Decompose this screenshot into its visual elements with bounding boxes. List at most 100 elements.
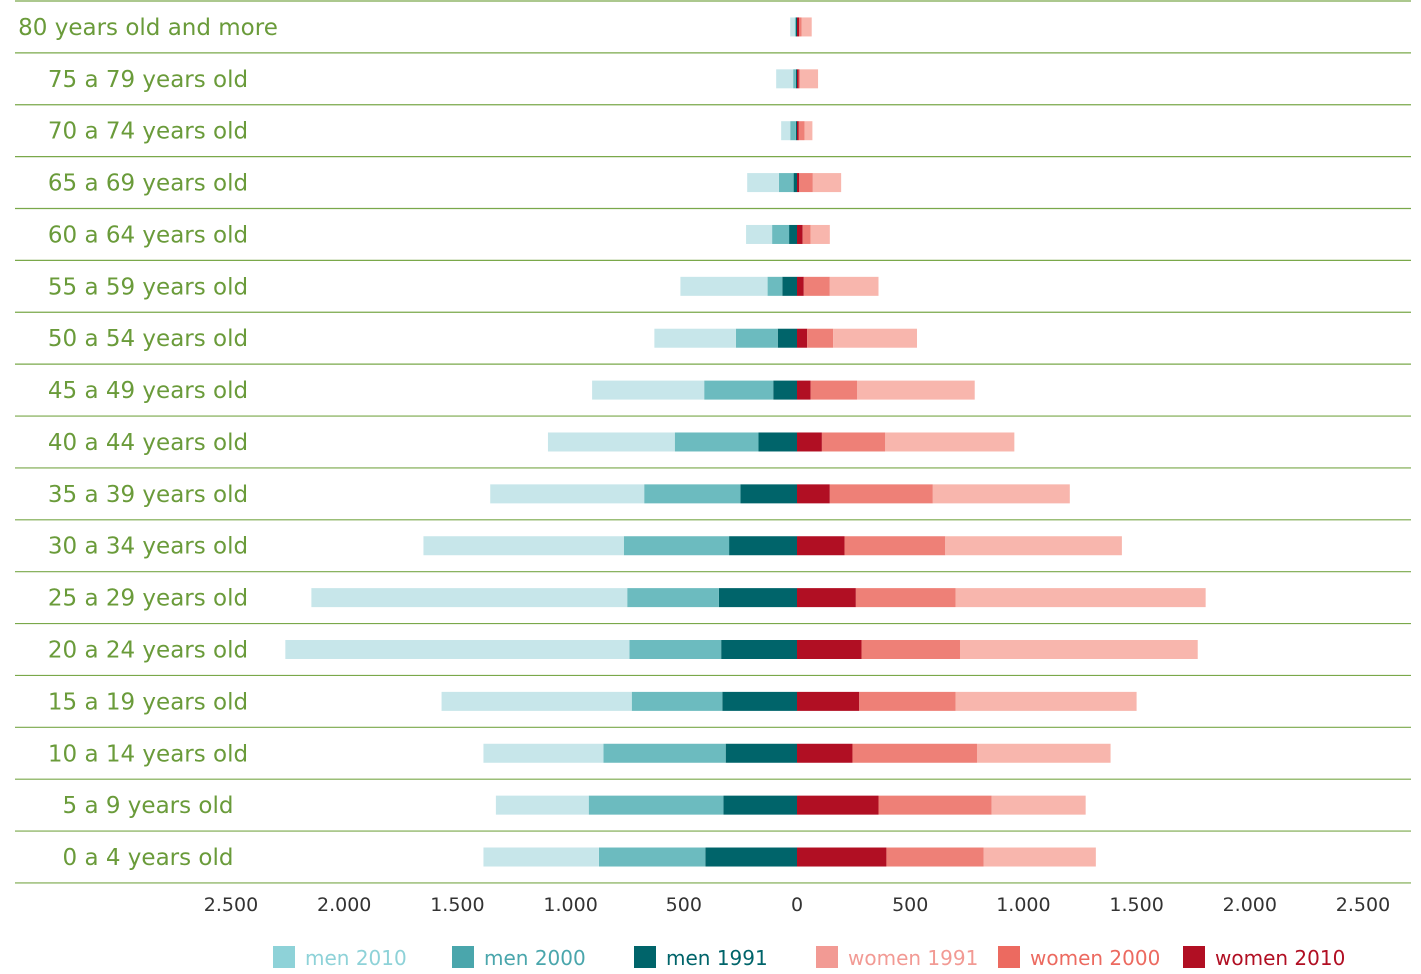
legend-label: women 1991 <box>848 946 978 970</box>
legend-swatch <box>998 946 1020 968</box>
bar-women-1991 <box>885 432 1015 452</box>
category-label: 70 a 74 years old <box>48 119 248 145</box>
legend-swatch <box>1183 946 1205 968</box>
bar-women-2000 <box>802 224 811 244</box>
bar-women-2010 <box>797 224 803 244</box>
bar-men-2000 <box>735 328 778 348</box>
legend-label: men 2000 <box>484 946 586 970</box>
bar-women-2010 <box>797 484 830 504</box>
bar-men-2000 <box>790 121 796 141</box>
x-tick-label: 2.000 <box>317 894 371 916</box>
bar-women-2000 <box>807 328 834 348</box>
bar-area <box>285 17 1206 867</box>
bar-men-1991 <box>722 691 797 711</box>
bar-women-2000 <box>861 640 961 659</box>
bar-women-2010 <box>797 432 822 452</box>
bar-men-2010 <box>776 69 794 89</box>
category-label: 25 a 29 years old <box>48 586 248 612</box>
bar-women-2000 <box>855 588 956 608</box>
bar-women-1991 <box>983 847 1096 867</box>
legend-swatch <box>816 946 838 968</box>
x-tick-label: 2.000 <box>1223 894 1277 916</box>
bar-women-2010 <box>797 276 804 296</box>
bar-men-1991 <box>718 588 797 608</box>
bar-women-1991 <box>960 640 1198 659</box>
bar-women-2000 <box>829 484 933 504</box>
bar-men-2010 <box>441 691 632 711</box>
bar-men-2000 <box>588 795 724 815</box>
bar-women-2000 <box>803 276 830 296</box>
bar-women-2000 <box>844 536 946 556</box>
bar-women-1991 <box>955 691 1137 711</box>
bar-men-1991 <box>795 69 797 89</box>
bar-men-1991 <box>789 224 797 244</box>
legend-label: men 1991 <box>666 946 768 970</box>
bar-men-2010 <box>781 121 791 141</box>
bar-men-1991 <box>773 380 797 400</box>
bar-men-2000 <box>603 743 726 763</box>
x-axis: 2.500 2.000 1.500 1.000 500 0 500 1.000 1.500 2.0… <box>204 894 1390 916</box>
bar-men-2000 <box>644 484 741 504</box>
bar-men-2010 <box>495 795 589 815</box>
bar-women-2010 <box>797 173 800 193</box>
bar-men-1991 <box>723 795 797 815</box>
category-label: 65 a 69 years old <box>48 171 248 197</box>
bar-men-2010 <box>490 484 645 504</box>
bar-women-1991 <box>945 536 1122 556</box>
category-label: 80 years old and more <box>18 15 278 41</box>
bar-women-2010 <box>797 17 800 37</box>
category-label: 55 a 59 years old <box>48 274 248 300</box>
x-tick-label: 1.500 <box>430 894 484 916</box>
bar-men-2010 <box>483 743 604 763</box>
bar-women-2000 <box>798 69 800 89</box>
bar-women-1991 <box>829 276 879 296</box>
bar-women-2010 <box>797 328 808 348</box>
category-label: 35 a 39 years old <box>48 482 248 508</box>
bar-men-2010 <box>311 588 628 608</box>
category-label: 20 a 24 years old <box>48 638 248 664</box>
bar-women-2000 <box>886 847 984 867</box>
category-label: 40 a 44 years old <box>48 430 248 456</box>
bar-men-2000 <box>674 432 759 452</box>
bar-women-2010 <box>797 640 862 659</box>
bar-women-2010 <box>797 743 853 763</box>
bar-women-2000 <box>799 17 802 37</box>
x-tick-label: 0 <box>791 894 803 916</box>
legend-swatch <box>452 946 474 968</box>
bar-men-2010 <box>790 17 795 37</box>
bar-women-1991 <box>976 743 1111 763</box>
bar-men-2000 <box>793 69 796 89</box>
category-label: 5 a 9 years old <box>63 793 234 819</box>
bar-women-2010 <box>797 795 879 815</box>
category-label: 60 a 64 years old <box>48 222 248 248</box>
category-label: 0 a 4 years old <box>63 845 234 871</box>
bar-men-2010 <box>654 328 736 348</box>
bar-men-2000 <box>704 380 774 400</box>
legend-swatch <box>634 946 656 968</box>
x-tick-label: 1.500 <box>1109 894 1163 916</box>
bar-men-2000 <box>629 640 722 659</box>
legend-label: women 2010 <box>1215 946 1345 970</box>
bar-men-2000 <box>627 588 719 608</box>
bar-men-1991 <box>793 173 797 193</box>
bar-men-1991 <box>782 276 797 296</box>
bar-men-2000 <box>631 691 723 711</box>
bar-women-2010 <box>797 121 799 141</box>
category-label: 10 a 14 years old <box>48 741 248 767</box>
bar-men-2010 <box>747 173 779 193</box>
legend-label: men 2010 <box>305 946 407 970</box>
bar-men-1991 <box>725 743 797 763</box>
bar-men-1991 <box>795 121 797 141</box>
bar-women-2000 <box>798 121 805 141</box>
bar-women-1991 <box>833 328 917 348</box>
bar-men-2010 <box>483 847 599 867</box>
bar-men-2010 <box>592 380 705 400</box>
bar-men-1991 <box>777 328 797 348</box>
category-label: 75 a 79 years old <box>48 67 248 93</box>
category-label: 15 a 19 years old <box>48 689 248 715</box>
bar-men-2010 <box>547 432 675 452</box>
x-tick-label: 2.500 <box>204 894 258 916</box>
category-label: 30 a 34 years old <box>48 534 248 560</box>
bar-men-2000 <box>794 17 796 37</box>
bar-women-2010 <box>797 691 860 711</box>
